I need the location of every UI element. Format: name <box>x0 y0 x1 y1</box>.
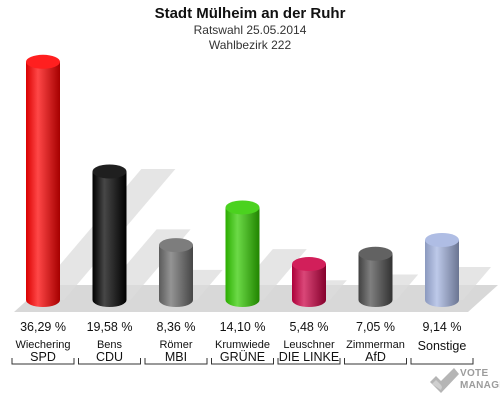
bar-spd <box>26 61 60 308</box>
label-bracket <box>410 358 474 365</box>
label-bracket <box>78 358 141 365</box>
bar-gr-ne <box>225 207 260 307</box>
category-label: AfD <box>365 350 386 364</box>
checkmark-icon <box>430 368 459 393</box>
label-bracket <box>277 358 341 365</box>
candidate-label: Wiechering <box>15 339 70 351</box>
chart-district: Wahlbezirk 222 <box>208 38 292 52</box>
bar-top <box>92 164 127 179</box>
category-label: DIE LINKE <box>279 350 339 364</box>
value-label: 19,58 % <box>87 320 133 334</box>
value-label: 36,29 % <box>20 320 66 334</box>
category-label: GRÜNE <box>220 350 265 364</box>
category-label: MBI <box>165 350 187 364</box>
category-label: SPD <box>30 350 56 364</box>
bar-top <box>159 238 193 253</box>
value-label: 9,14 % <box>423 320 462 334</box>
candidate-label: Römer <box>159 339 192 351</box>
category-label: CDU <box>96 350 123 364</box>
vote-manager-logo <box>428 366 498 396</box>
candidate-label: Zimmerman <box>346 339 405 351</box>
watermark-line2: MANAGER <box>460 380 500 391</box>
bar-afd <box>358 253 393 307</box>
chart-title: Stadt Mülheim an der Ruhr <box>154 5 346 22</box>
bar-die-linke <box>292 264 326 307</box>
bar-top <box>425 233 459 248</box>
value-label: 14,10 % <box>220 320 266 334</box>
bar-top <box>26 54 60 69</box>
label-bracket <box>344 358 407 365</box>
value-label: 5,48 % <box>290 320 329 334</box>
bars <box>26 54 459 308</box>
watermark-line1: VOTE <box>460 368 489 379</box>
label-bracket <box>144 358 208 365</box>
chart-subtitle: Ratswahl 25.05.2014 <box>193 23 307 37</box>
candidate-label: Leuschner <box>283 339 335 351</box>
bar-cdu <box>92 171 127 307</box>
bar-mbi <box>159 245 193 307</box>
bar-top <box>292 257 326 272</box>
category-label: Sonstige <box>418 339 467 353</box>
bar-top <box>358 246 393 261</box>
bar-sonstige <box>425 240 459 307</box>
value-label: 8,36 % <box>157 320 196 334</box>
candidate-label: Bens <box>97 339 123 351</box>
label-bracket <box>211 358 274 365</box>
label-bracket <box>11 358 75 365</box>
candidate-label: Krumwiede <box>215 339 270 351</box>
value-label: 7,05 % <box>356 320 395 334</box>
bar-top <box>225 200 260 215</box>
